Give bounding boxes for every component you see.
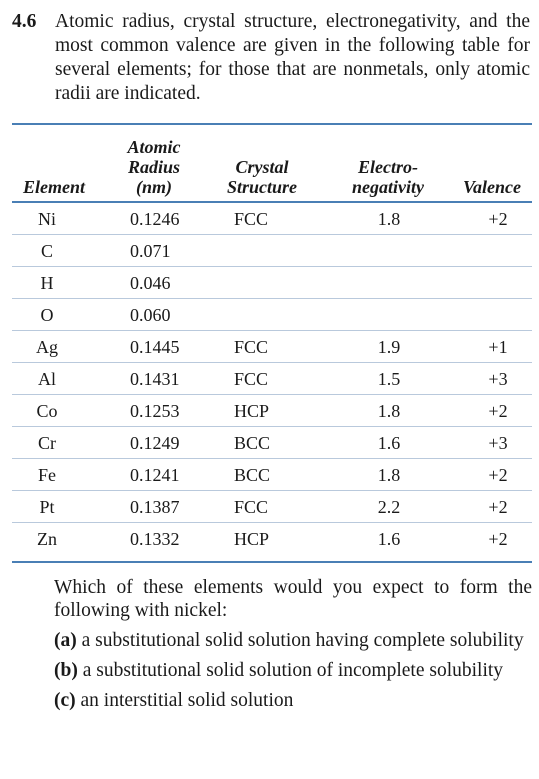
cell-atomic-radius: 0.071 (130, 241, 171, 261)
part-c-text: an interstitial solid solution (80, 690, 294, 711)
cell-element: O (40, 305, 54, 325)
cell-atomic-radius: 0.1249 (130, 433, 180, 453)
cell-atomic-radius: 0.1246 (130, 209, 180, 229)
cell-crystal-structure: HCP (234, 401, 270, 421)
part-a-text: a substitutional solid solution having c… (81, 630, 524, 651)
cell-crystal-structure: HCP (234, 529, 270, 549)
table-header-rule (12, 201, 532, 203)
table-row: Ag 0.1445 FCC 1.9 +1 (12, 331, 532, 363)
cell-element: Pt (39, 497, 55, 517)
table-top-rule (12, 123, 532, 125)
cell-valence: +2 (488, 401, 508, 421)
cell-element: Co (36, 401, 58, 421)
cell-electronegativity: 1.9 (377, 337, 401, 357)
header-valence: Valence (452, 177, 532, 197)
row-separator (12, 394, 532, 395)
row-separator (12, 298, 532, 299)
row-separator (12, 330, 532, 331)
cell-electronegativity: 1.6 (377, 529, 401, 549)
row-separator (12, 458, 532, 459)
cell-electronegativity: 1.5 (377, 369, 401, 389)
header-en-line1: Electro- (358, 157, 418, 177)
problem-intro-text: Atomic radius, crystal structure, electr… (55, 11, 530, 104)
cell-electronegativity: 1.6 (377, 433, 401, 453)
row-separator (12, 234, 532, 235)
cell-atomic-radius: 0.1241 (130, 465, 180, 485)
row-separator (12, 362, 532, 363)
table-row: Cr 0.1249 BCC 1.6 +3 (12, 427, 532, 459)
cell-element: Ag (36, 337, 58, 357)
table-bottom-rule (12, 561, 532, 563)
cell-valence: +3 (488, 369, 508, 389)
header-radius-line3: (nm) (136, 177, 172, 197)
cell-atomic-radius: 0.046 (130, 273, 171, 293)
header-en-line2: negativity (352, 177, 424, 197)
cell-crystal-structure: FCC (234, 369, 269, 389)
problem-intro: 4.6 Atomic radius, crystal structure, el… (12, 10, 530, 106)
cell-atomic-radius: 0.060 (130, 305, 171, 325)
cell-atomic-radius: 0.1445 (130, 337, 180, 357)
header-structure-line1: Crystal (235, 157, 289, 177)
problem-number: 4.6 (12, 11, 37, 32)
row-separator (12, 522, 532, 523)
question-part-b: (b) a substitutional solid solution of i… (54, 659, 532, 682)
header-structure-line2: Structure (226, 177, 298, 197)
row-separator (12, 426, 532, 427)
cell-atomic-radius: 0.1387 (130, 497, 180, 517)
cell-valence: +3 (488, 433, 508, 453)
table-row: Al 0.1431 FCC 1.5 +3 (12, 363, 532, 395)
header-atomic-radius: Atomic Radius (nm) (120, 137, 188, 197)
cell-electronegativity: 1.8 (377, 401, 401, 421)
table-row: Co 0.1253 HCP 1.8 +2 (12, 395, 532, 427)
row-separator (12, 266, 532, 267)
question: Which of these elements would you expect… (54, 576, 532, 719)
cell-electronegativity: 1.8 (377, 209, 401, 229)
header-valence-text: Valence (463, 177, 521, 197)
part-b-text: a substitutional solid solution of incom… (82, 660, 504, 681)
cell-crystal-structure: BCC (234, 465, 271, 485)
question-part-a: (a) a substitutional solid solution havi… (54, 629, 532, 652)
table-row: O 0.060 (12, 299, 532, 331)
header-radius-line1: Atomic (127, 137, 181, 157)
cell-atomic-radius: 0.1253 (130, 401, 180, 421)
part-b-label: (b) (54, 660, 78, 681)
table-row: Ni 0.1246 FCC 1.8 +2 (12, 203, 532, 235)
cell-electronegativity: 2.2 (377, 497, 401, 517)
cell-element: Fe (38, 465, 56, 485)
table-row: Fe 0.1241 BCC 1.8 +2 (12, 459, 532, 491)
cell-element: C (40, 241, 53, 261)
cell-valence: +2 (488, 465, 508, 485)
question-part-c: (c) an interstitial solid solution (54, 689, 532, 712)
cell-crystal-structure: BCC (234, 433, 271, 453)
cell-crystal-structure: FCC (234, 497, 269, 517)
cell-element: Cr (38, 433, 56, 453)
cell-element: Zn (37, 529, 57, 549)
cell-valence: +2 (488, 529, 508, 549)
table-row: H 0.046 (12, 267, 532, 299)
row-separator (12, 490, 532, 491)
table-row: Zn 0.1332 HCP 1.6 +2 (12, 523, 532, 555)
cell-electronegativity: 1.8 (377, 465, 401, 485)
part-a-label: (a) (54, 630, 77, 651)
cell-atomic-radius: 0.1431 (130, 369, 180, 389)
cell-valence: +2 (488, 497, 508, 517)
table-row: Pt 0.1387 FCC 2.2 +2 (12, 491, 532, 523)
cell-valence: +1 (488, 337, 508, 357)
cell-atomic-radius: 0.1332 (130, 529, 180, 549)
header-element-text: Element (23, 177, 85, 197)
header-crystal-structure: Crystal Structure (216, 157, 308, 197)
cell-element: Ni (38, 209, 56, 229)
cell-element: Al (38, 369, 56, 389)
question-stem: Which of these elements would you expect… (54, 577, 532, 621)
cell-crystal-structure: FCC (234, 337, 269, 357)
cell-element: H (40, 273, 54, 293)
header-electronegativity: Electro- negativity (332, 157, 444, 197)
part-c-label: (c) (54, 690, 76, 711)
cell-crystal-structure: FCC (234, 209, 269, 229)
cell-valence: +2 (488, 209, 508, 229)
header-radius-line2: Radius (127, 157, 181, 177)
header-element: Element (14, 177, 94, 197)
table-row: C 0.071 (12, 235, 532, 267)
